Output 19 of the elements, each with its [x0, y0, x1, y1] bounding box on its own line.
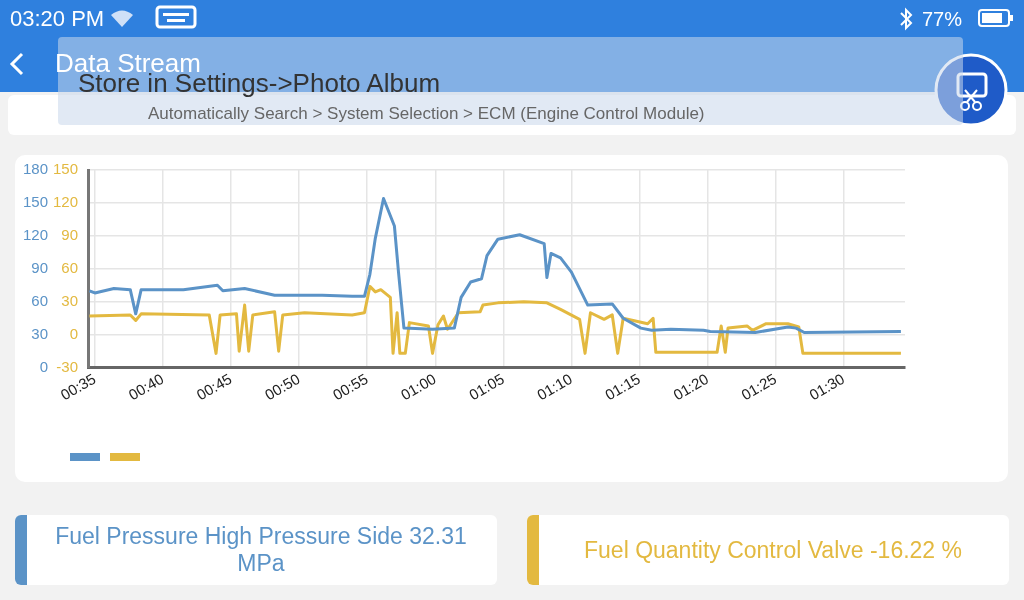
y-tick-label: 60: [31, 291, 49, 309]
y2-tick-label: 0: [69, 324, 79, 342]
y2-tick-label: 90: [61, 226, 79, 244]
y-tick-label: 150: [23, 193, 49, 211]
text: Fuel Pressure High Pressure Side 32.31 MPa: [54, 523, 468, 577]
y2-tick-label: 150: [53, 160, 79, 178]
y2-tick-label: 60: [61, 258, 79, 276]
text: 03:20 PM: [10, 6, 105, 32]
chart-subtitle: Automatically Search > System Selection > ECM (Engine Control Module): [148, 104, 705, 124]
y-tick-label: 180: [23, 160, 49, 178]
text: Fuel Quantity Control Valve -16.22 %: [584, 536, 962, 564]
y-tick-label: 30: [31, 324, 49, 342]
y-tick-label: 120: [23, 226, 49, 244]
y2-tick-label: -30: [56, 357, 79, 375]
y-tick-label: 0: [39, 357, 49, 375]
y2-tick-label: 120: [53, 193, 79, 211]
y-tick-label: 90: [31, 258, 49, 276]
text: 77%: [922, 8, 963, 31]
y2-tick-label: 30: [61, 291, 79, 309]
